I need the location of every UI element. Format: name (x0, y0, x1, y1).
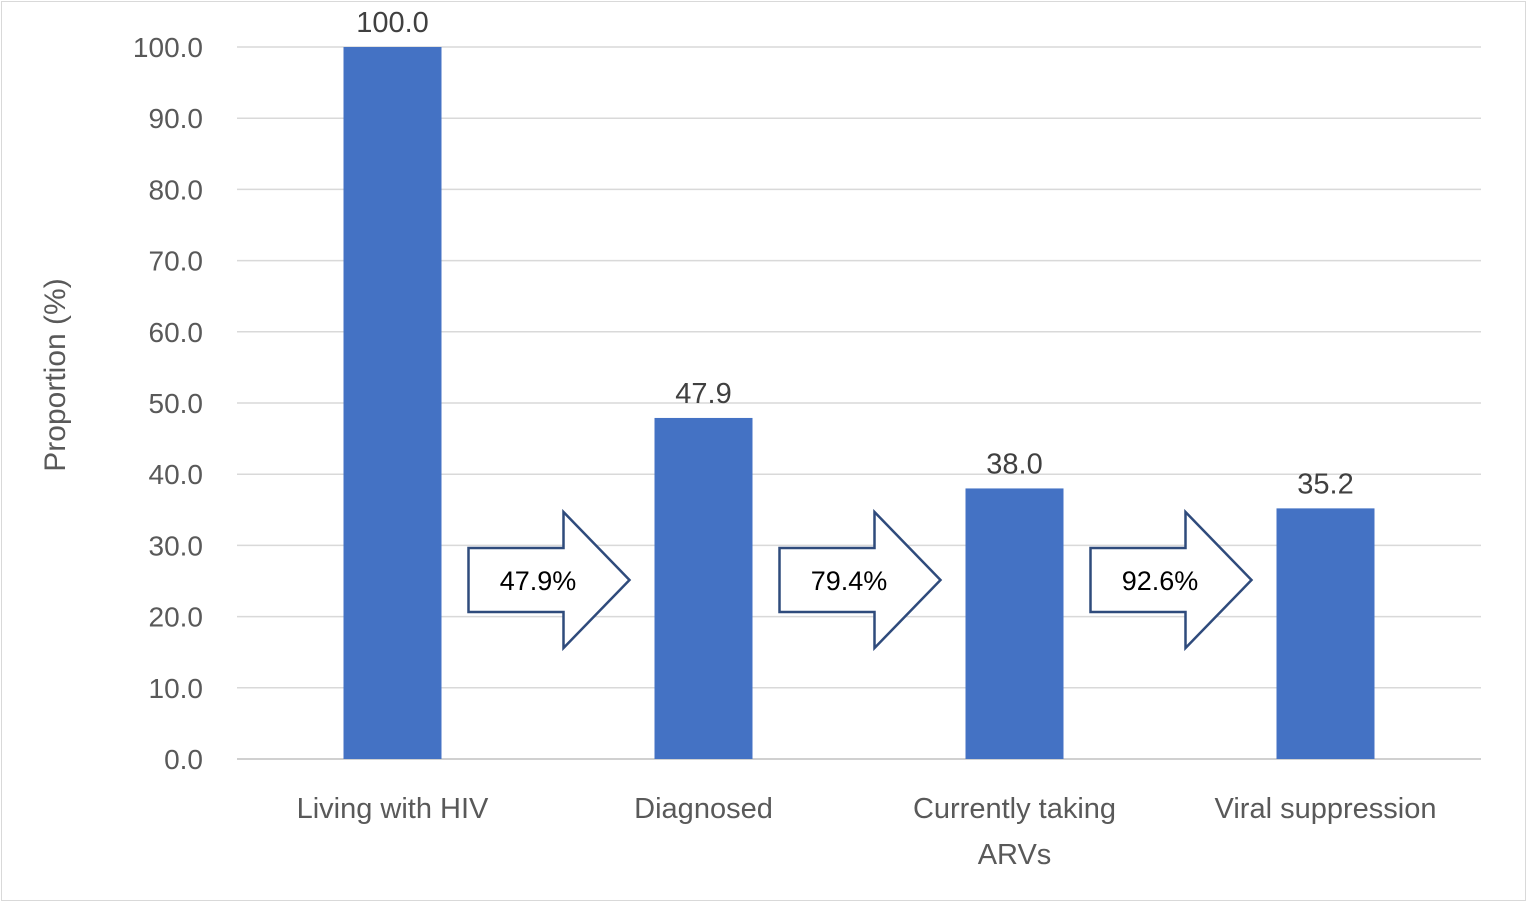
bar (965, 488, 1064, 759)
y-tick-label: 20.0 (149, 602, 204, 633)
arrow-annotations: 47.9% 79.4% 92.6% (467, 508, 1254, 652)
gridlines (237, 46, 1481, 760)
arrow-shape (467, 508, 632, 652)
arrow-label: 79.4% (811, 566, 888, 596)
category-label: Viral suppression (1215, 793, 1437, 825)
y-tick-label: 80.0 (149, 174, 204, 205)
data-label: 38.0 (986, 448, 1042, 480)
bar (343, 47, 442, 759)
category-label: Living with HIV (297, 793, 489, 825)
y-tick-label: 0.0 (164, 744, 203, 775)
arrow-shape (1089, 508, 1254, 652)
y-tick-label: 90.0 (149, 103, 204, 134)
bar (654, 417, 753, 759)
y-tick-label: 70.0 (149, 246, 204, 277)
category-label: Diagnosed (634, 793, 773, 825)
y-axis-title: Proportion (%) (39, 278, 72, 471)
arrow-label: 47.9% (500, 566, 577, 596)
y-tick-label: 100.0 (133, 32, 203, 63)
bar (1276, 508, 1375, 759)
data-label: 100.0 (356, 7, 429, 39)
data-labels: 100.0 47.9 38.0 35.2 (356, 7, 1354, 500)
data-label: 47.9 (675, 378, 731, 410)
category-labels: Living with HIV Diagnosed Currently taking… (297, 793, 1437, 871)
y-tick-label: 10.0 (149, 673, 204, 704)
category-label: ARVs (978, 839, 1052, 871)
y-tick-label: 30.0 (149, 530, 204, 561)
y-tick-label: 60.0 (149, 317, 204, 348)
y-tick-labels: 0.0 10.0 20.0 30.0 40.0 50.0 60.0 70.0 80.0 90.0 1… (133, 32, 203, 775)
bars (343, 47, 1375, 759)
y-tick-label: 50.0 (149, 388, 204, 419)
data-label: 35.2 (1297, 468, 1353, 500)
arrow-shape (778, 508, 943, 652)
category-label: Currently taking (913, 793, 1116, 825)
arrow-label: 92.6% (1122, 566, 1199, 596)
y-tick-label: 40.0 (149, 459, 204, 490)
